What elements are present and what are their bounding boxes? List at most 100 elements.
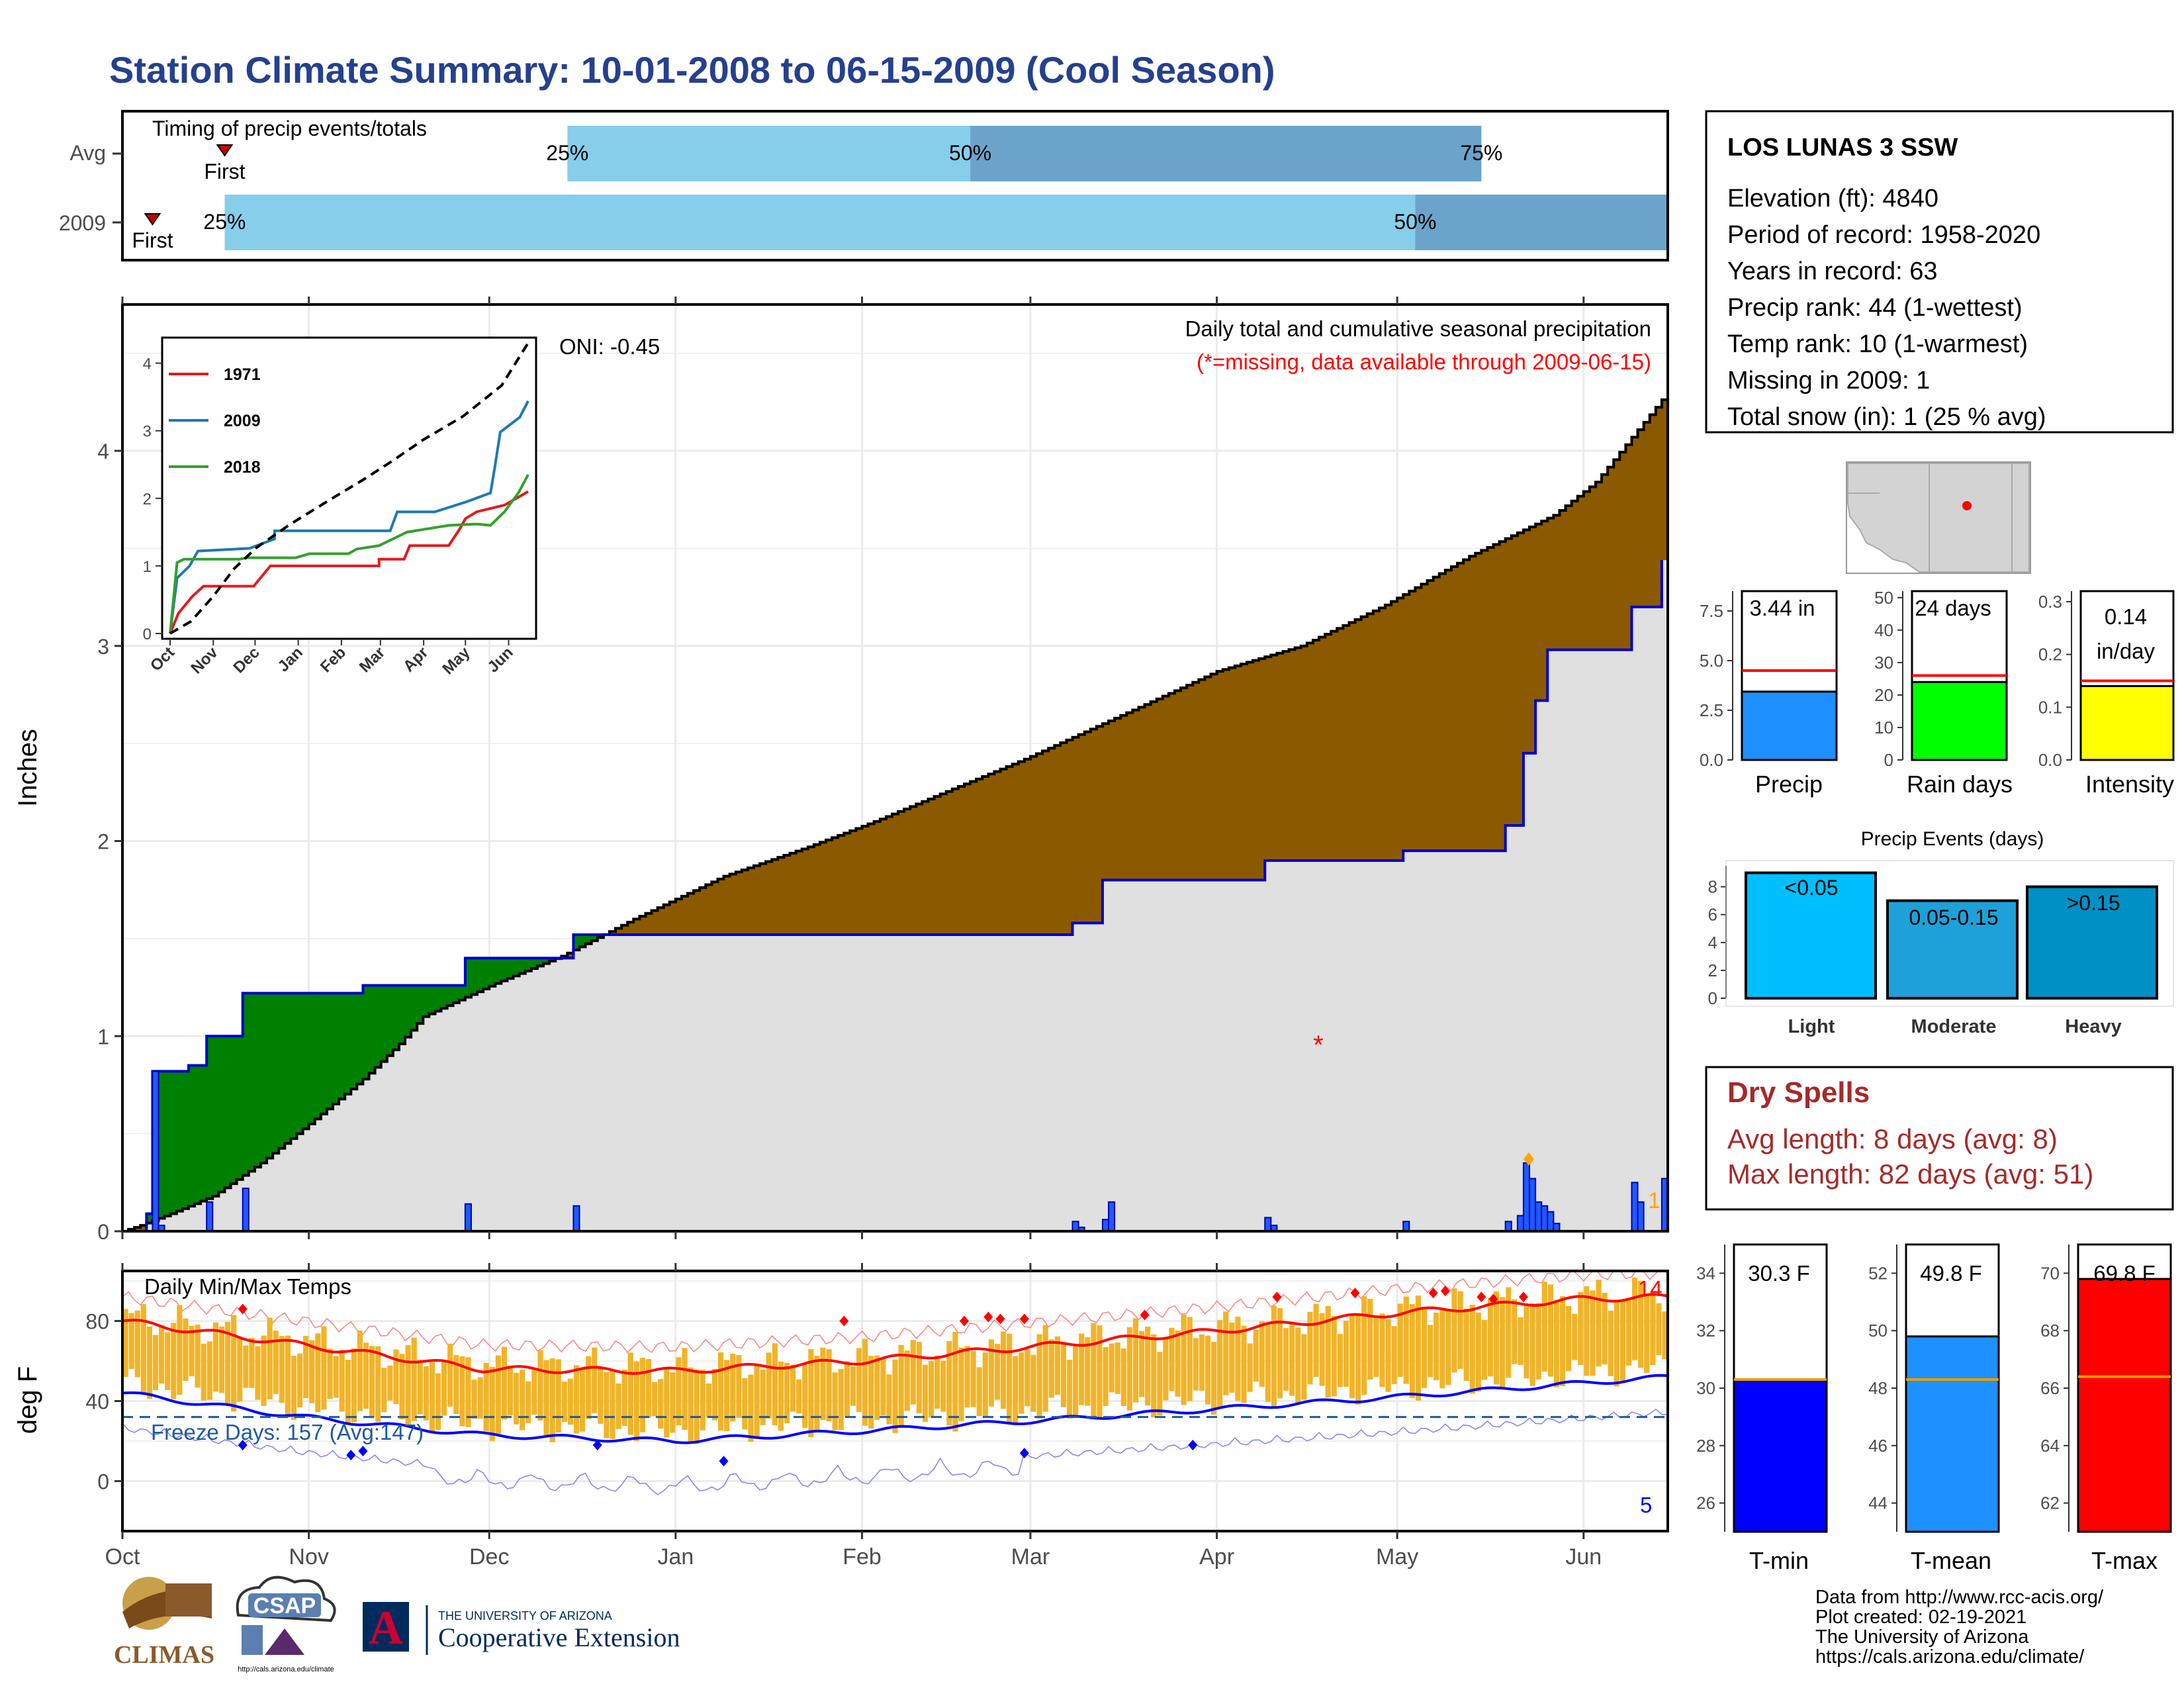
daily-temp-bar xyxy=(796,1379,802,1414)
precip-ytick-label-3: 3 xyxy=(97,635,109,659)
daily-temp-bar xyxy=(1349,1314,1355,1399)
daily-temp-bar xyxy=(1253,1329,1259,1382)
temp-ytick-label-2: 80 xyxy=(85,1310,109,1334)
daily-temp-bar xyxy=(369,1346,375,1418)
daily-temp-bar xyxy=(1126,1327,1132,1411)
daily-temp-bar xyxy=(1415,1295,1422,1401)
daily-temp-bar xyxy=(1175,1330,1181,1397)
daily-temp-bar xyxy=(790,1364,796,1412)
daily-temp-bar xyxy=(525,1381,531,1423)
station-period: Period of record: 1958-2020 xyxy=(1727,221,2040,249)
t-min-ytick-label-4: 34 xyxy=(1696,1263,1715,1283)
daily-temp-bar xyxy=(886,1374,892,1425)
inset-ytick-label-2: 2 xyxy=(143,491,152,508)
daily-precip-bar-19 xyxy=(1547,1211,1555,1230)
record-high-marker-2 xyxy=(959,1315,969,1327)
intensity-ytick-label-2: 0.2 xyxy=(2038,645,2062,665)
daily-temp-bar xyxy=(1079,1333,1085,1405)
daily-precip-bar-17 xyxy=(1535,1201,1543,1230)
daily-temp-bar xyxy=(766,1352,772,1419)
record-high-marker-13 xyxy=(1518,1291,1528,1303)
daily-temp-bar xyxy=(621,1370,627,1426)
daily-temp-bar xyxy=(892,1359,898,1433)
record-low-marker-5 xyxy=(1019,1448,1029,1459)
daily-precip-bar-8 xyxy=(1101,1219,1110,1230)
events-ytick-label-4: 8 xyxy=(1708,877,1717,897)
daily-temp-bar xyxy=(1085,1337,1091,1406)
record-high-marker-9 xyxy=(1428,1288,1438,1299)
daily-temp-bar xyxy=(543,1360,549,1436)
daily-temp-bar xyxy=(1385,1319,1391,1392)
daily-temp-bar xyxy=(958,1347,964,1421)
daily-temp-bar xyxy=(1259,1321,1265,1387)
daily-temp-bar xyxy=(134,1310,140,1378)
rain-days-ytick-label-1: 10 xyxy=(1874,718,1893,737)
timing-2009-first-label: First xyxy=(132,228,173,252)
daily-temp-bar xyxy=(898,1344,904,1427)
events-heavy-label: Heavy xyxy=(2065,1016,2121,1037)
timing-panel: 25%50%75%FirstLast25%50%75%FirstLast Tim… xyxy=(59,110,1669,261)
daily-precip-bar-10 xyxy=(1264,1217,1272,1230)
daily-temp-bar xyxy=(717,1352,724,1431)
station-location-dot xyxy=(1962,501,1972,510)
events-title: Precip Events (days) xyxy=(1861,828,2044,850)
inset-ytick-label-4: 4 xyxy=(143,355,152,373)
daily-temp-bar xyxy=(1614,1300,1619,1387)
daily-temp-bar xyxy=(1030,1354,1036,1412)
daily-temp-bar xyxy=(489,1366,495,1441)
events-panel-frame xyxy=(1725,860,2174,1007)
daily-temp-bar xyxy=(514,1372,520,1425)
daily-temp-bar xyxy=(363,1342,369,1409)
daily-temp-bar xyxy=(399,1354,405,1420)
csap-logo-banner xyxy=(248,1593,321,1617)
events-heavy-value: >0.15 xyxy=(2067,891,2120,915)
record-low-marker-3 xyxy=(592,1440,602,1451)
daily-temp-bar xyxy=(910,1340,916,1405)
daily-temp-bar xyxy=(1644,1295,1650,1374)
intensity-bar-label-2: in/day xyxy=(2097,639,2156,663)
daily-temp-bar xyxy=(1223,1311,1229,1395)
daily-precip-bar-3 xyxy=(242,1188,250,1230)
daily-temp-bar xyxy=(1541,1282,1547,1372)
daily-temp-bar xyxy=(592,1347,598,1413)
daily-temp-bar xyxy=(189,1325,195,1376)
month-label-Dec: Dec xyxy=(469,1544,509,1570)
daily-temp-bar xyxy=(1631,1278,1638,1360)
daily-temp-bar xyxy=(705,1383,711,1418)
events-ytick-label-0: 0 xyxy=(1708,988,1717,1008)
daily-temp-bar xyxy=(778,1362,784,1431)
daily-temp-bar xyxy=(814,1356,820,1431)
daily-temp-bar xyxy=(976,1367,982,1417)
daily-temp-bar xyxy=(1013,1356,1019,1426)
daily-temp-bar xyxy=(994,1344,1001,1400)
daily-temp-bar xyxy=(754,1364,760,1439)
daily-temp-bar xyxy=(880,1358,886,1416)
tmin-value-label: 30.3 F xyxy=(1748,1261,1810,1286)
average-cumulative-line xyxy=(124,392,1666,1230)
daily-temp-bar xyxy=(345,1360,351,1425)
daily-precip-bar-6 xyxy=(1071,1221,1079,1230)
timing-bar-2009-q3 xyxy=(1415,195,1666,250)
daily-temp-bar xyxy=(1361,1296,1367,1395)
precip-panel: 0 1 2 3 4 Inches Daily total and cumulative … xyxy=(13,297,1669,1244)
t-max-ytick-label-2: 66 xyxy=(2040,1378,2060,1398)
daily-temp-bar xyxy=(549,1358,555,1442)
daily-temp-bar xyxy=(1103,1347,1109,1406)
daily-temp-bar xyxy=(1524,1305,1529,1379)
ua-logo: A THE UNIVERSITY OF ARIZONA Cooperative … xyxy=(363,1601,680,1655)
events-moderate-value: 0.05-0.15 xyxy=(1909,906,1998,929)
daily-temp-bar xyxy=(844,1361,850,1417)
daily-temp-bar xyxy=(1433,1312,1439,1381)
temp-panel-title: Daily Min/Max Temps xyxy=(144,1274,351,1299)
timing-avg-p50-label: 50% xyxy=(949,141,991,165)
daily-precip-bar-18 xyxy=(1541,1205,1549,1230)
daily-temp-bar xyxy=(218,1326,225,1393)
credit-plot-created: Plot created: 02-19-2021 xyxy=(1815,1607,2026,1628)
daily-temp-bar xyxy=(694,1370,700,1444)
daily-temp-bar xyxy=(357,1331,363,1411)
month-label-Nov: Nov xyxy=(289,1544,328,1570)
daily-temp-bar xyxy=(339,1350,345,1412)
daily-temp-bar xyxy=(838,1369,844,1430)
t-max-ytick-label-0: 62 xyxy=(2040,1493,2060,1513)
record-high-envelope xyxy=(124,1272,1666,1354)
